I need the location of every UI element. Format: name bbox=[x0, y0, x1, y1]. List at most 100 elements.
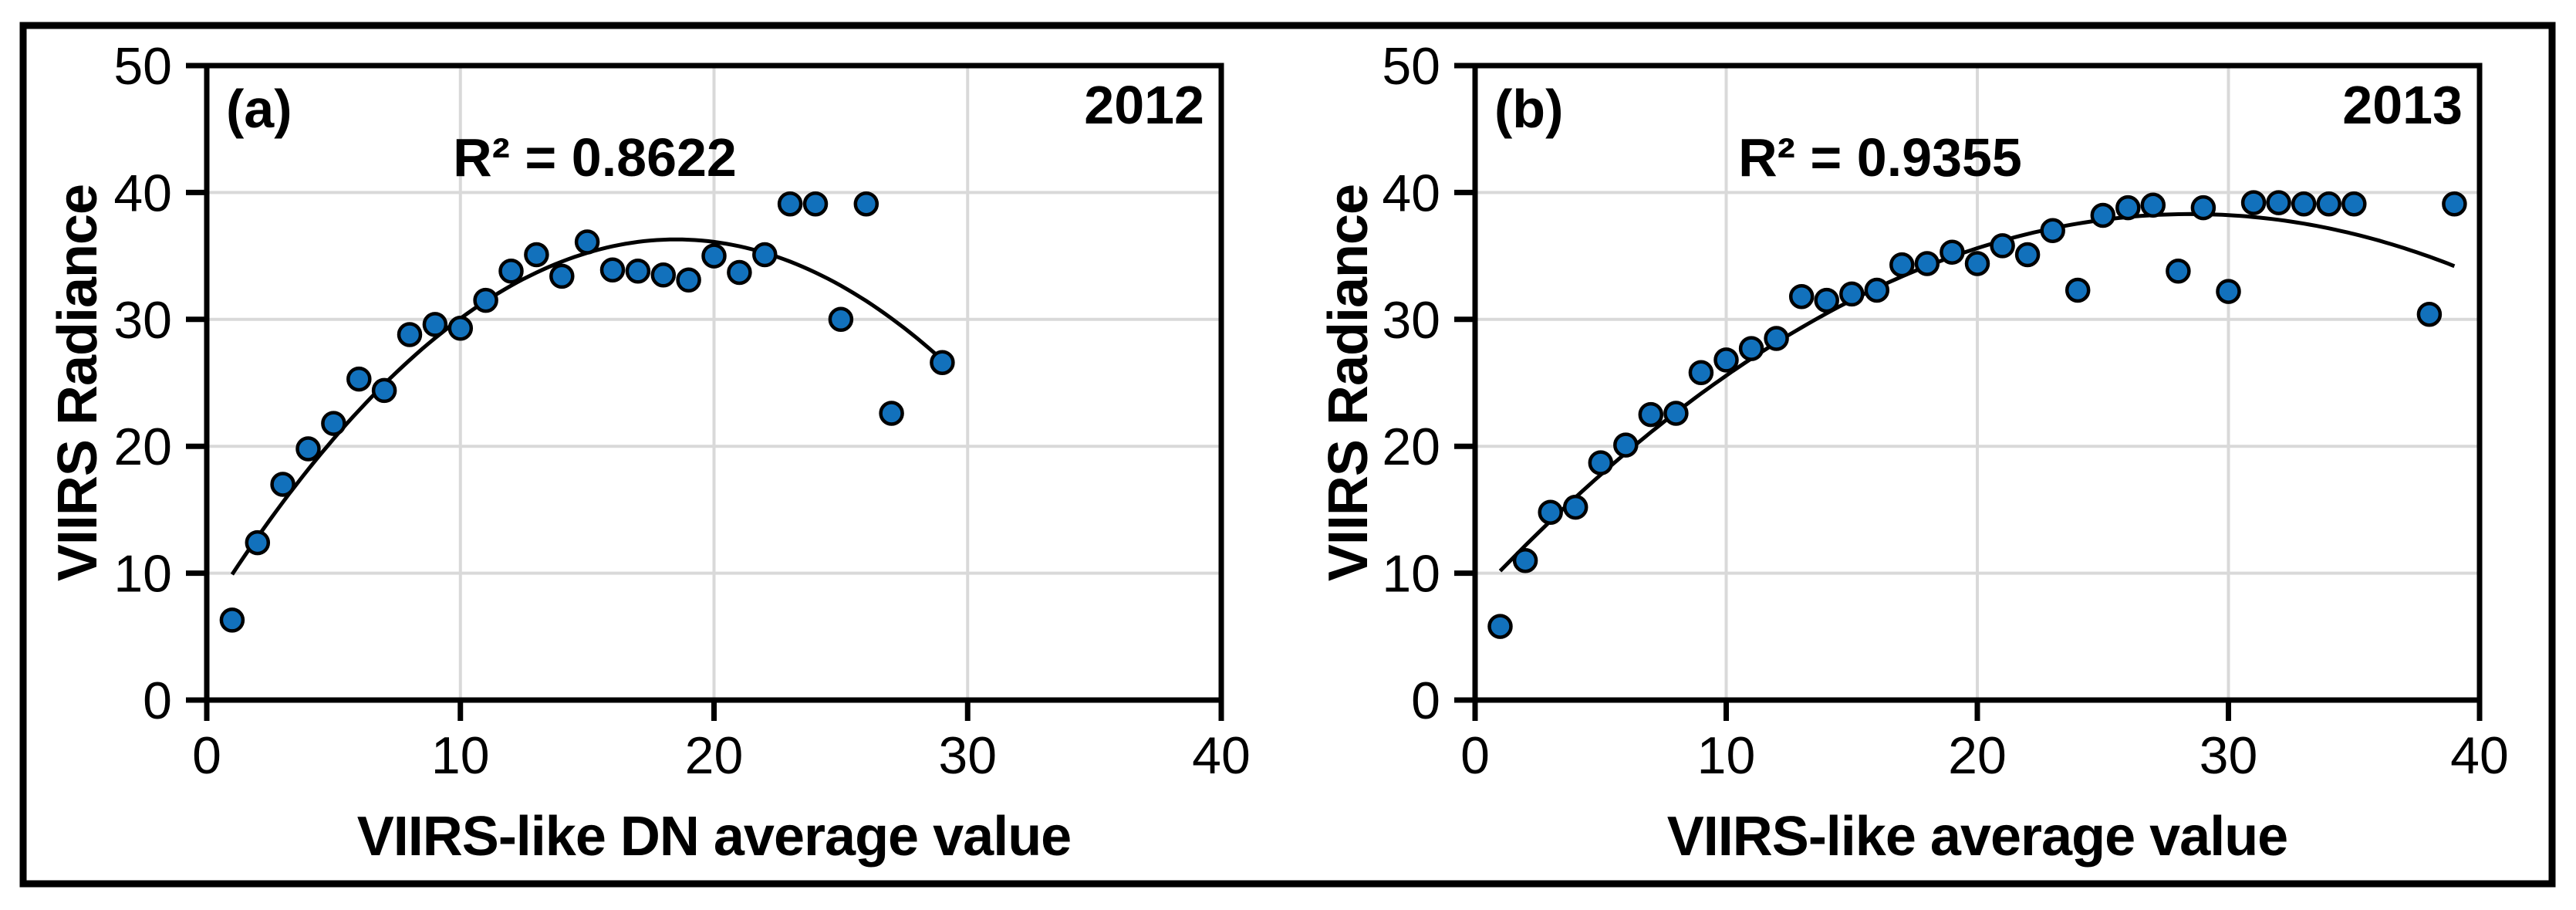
data-point bbox=[2140, 192, 2166, 218]
data-point bbox=[1839, 281, 1865, 307]
data-point bbox=[853, 191, 879, 217]
y-tick-label: 30 bbox=[1382, 291, 1440, 350]
data-point bbox=[2014, 242, 2041, 268]
x-axis-title: VIIRS-like average value bbox=[1667, 806, 2287, 868]
data-point bbox=[2442, 191, 2467, 217]
data-point bbox=[2416, 301, 2443, 327]
data-point bbox=[270, 472, 295, 497]
x-tick-label: 10 bbox=[1697, 726, 1756, 785]
panel-letter: (b) bbox=[1494, 79, 1563, 139]
data-point bbox=[422, 312, 448, 337]
y-tick-label: 20 bbox=[1382, 418, 1440, 476]
panel-b: 0 10 20 30 40 0 10 20 30 40 50 (b) 2013 R² = 0.9355 VI… bbox=[1318, 37, 2509, 868]
data-point bbox=[2065, 277, 2091, 303]
data-point bbox=[219, 607, 245, 633]
panel-a: 0 10 20 30 40 0 10 20 30 40 50 (a) 2012 R² = 0.8622 VI… bbox=[47, 37, 1251, 868]
data-point bbox=[245, 529, 271, 556]
y-tick-label: 50 bbox=[1382, 37, 1440, 96]
data-point bbox=[930, 350, 955, 375]
y-tick-label: 30 bbox=[113, 291, 172, 350]
data-point bbox=[1764, 326, 1789, 351]
x-axis-title: VIIRS-like DN average value bbox=[357, 806, 1071, 868]
year-label: 2013 bbox=[2342, 75, 2463, 135]
data-point bbox=[2216, 279, 2241, 304]
x-tick-label: 20 bbox=[1948, 726, 2007, 785]
data-point bbox=[1588, 450, 1614, 475]
x-tick-label: 20 bbox=[685, 726, 744, 785]
x-tick-label: 40 bbox=[1192, 726, 1251, 785]
data-point bbox=[2266, 190, 2291, 215]
panel-letter: (a) bbox=[226, 79, 292, 139]
data-point bbox=[2316, 191, 2341, 217]
data-point bbox=[2190, 195, 2216, 221]
data-point bbox=[777, 191, 803, 217]
data-point bbox=[1738, 336, 1764, 361]
data-point bbox=[1814, 287, 1839, 313]
data-point bbox=[2115, 195, 2141, 221]
y-axis-title: VIIRS Radiance bbox=[1318, 184, 1379, 581]
data-point bbox=[1788, 283, 1815, 310]
data-point bbox=[524, 242, 549, 268]
data-point bbox=[549, 263, 575, 289]
data-point bbox=[1538, 499, 1563, 525]
data-point bbox=[1914, 251, 1940, 276]
y-tick-label: 10 bbox=[113, 545, 172, 604]
data-point bbox=[650, 262, 677, 288]
data-point bbox=[498, 259, 524, 284]
data-point bbox=[1512, 547, 1538, 573]
data-point bbox=[1940, 239, 1965, 265]
data-point bbox=[1964, 251, 1990, 276]
y-tick-label: 40 bbox=[1382, 164, 1440, 222]
data-point bbox=[802, 191, 829, 217]
data-point bbox=[2341, 191, 2367, 217]
data-point bbox=[701, 243, 727, 269]
y-tick-label: 0 bbox=[143, 672, 172, 730]
data-point bbox=[2166, 259, 2191, 284]
data-point bbox=[828, 306, 854, 333]
data-point bbox=[1889, 252, 1915, 278]
r-squared-label: R² = 0.9355 bbox=[1738, 127, 2022, 188]
y-axis-title: VIIRS Radiance bbox=[47, 184, 109, 581]
data-point bbox=[295, 436, 321, 462]
data-point bbox=[1638, 401, 1664, 428]
trendline-path bbox=[1498, 211, 2456, 573]
x-tick-label: 10 bbox=[431, 726, 490, 785]
data-point bbox=[371, 377, 397, 404]
x-tick-label: 0 bbox=[192, 726, 221, 785]
y-tick-label: 20 bbox=[113, 418, 172, 476]
data-point bbox=[321, 411, 346, 436]
data-point bbox=[473, 287, 498, 313]
r-squared-label: R² = 0.8622 bbox=[453, 127, 737, 188]
data-point bbox=[346, 366, 372, 392]
data-point bbox=[752, 242, 778, 268]
data-point bbox=[625, 259, 651, 284]
data-point bbox=[1487, 614, 1513, 639]
y-tick-label: 40 bbox=[113, 164, 172, 222]
y-tick-label: 0 bbox=[1411, 672, 1440, 730]
data-point bbox=[574, 229, 600, 255]
y-tick-label: 10 bbox=[1382, 545, 1440, 604]
data-point bbox=[1663, 401, 1689, 426]
data-point bbox=[397, 322, 423, 347]
data-point bbox=[2240, 190, 2267, 215]
data-point bbox=[1688, 360, 1714, 386]
data-point bbox=[1864, 277, 1890, 303]
data-point bbox=[727, 259, 752, 286]
x-tick-label: 0 bbox=[1460, 726, 1490, 785]
data-point bbox=[1990, 233, 2015, 259]
data-point bbox=[2291, 191, 2317, 217]
data-point bbox=[676, 267, 701, 293]
data-point bbox=[599, 257, 626, 282]
y-tick-label: 50 bbox=[113, 37, 172, 96]
x-tick-label: 40 bbox=[2450, 726, 2509, 785]
data-point bbox=[1562, 494, 1588, 520]
x-tick-label: 30 bbox=[2200, 726, 2258, 785]
data-point bbox=[1613, 432, 1639, 458]
x-tick-label: 30 bbox=[938, 726, 997, 785]
data-point bbox=[447, 316, 474, 341]
figure-border bbox=[19, 22, 2556, 888]
data-point bbox=[1713, 347, 1739, 373]
data-point bbox=[2040, 218, 2065, 243]
